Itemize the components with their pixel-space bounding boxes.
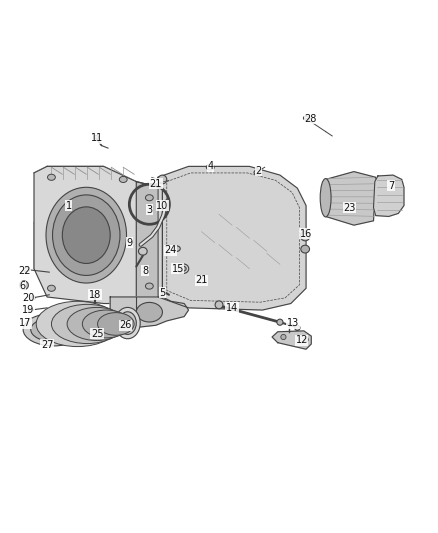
Polygon shape [325,172,376,225]
Ellipse shape [199,278,206,283]
Ellipse shape [98,313,134,335]
Ellipse shape [67,308,126,341]
Text: 25: 25 [91,329,103,339]
Ellipse shape [115,308,140,339]
Text: 4: 4 [207,161,213,172]
Ellipse shape [301,245,310,253]
Ellipse shape [119,176,127,182]
Ellipse shape [158,175,167,184]
Text: 5: 5 [159,288,166,297]
Ellipse shape [23,313,84,346]
Text: 6: 6 [19,281,25,291]
Text: 13: 13 [287,318,299,328]
Text: 21: 21 [150,179,162,189]
Ellipse shape [178,264,189,273]
Text: 12: 12 [296,335,308,345]
Text: 18: 18 [89,290,101,300]
Text: 15: 15 [171,264,184,273]
Polygon shape [34,173,136,269]
Ellipse shape [82,310,130,338]
Ellipse shape [180,266,186,271]
Text: 7: 7 [388,181,394,191]
Ellipse shape [145,283,153,289]
Ellipse shape [300,231,310,241]
Ellipse shape [46,187,127,283]
Ellipse shape [94,135,99,139]
Text: 28: 28 [304,114,317,124]
Text: 21: 21 [195,276,208,286]
Ellipse shape [138,247,147,255]
Text: 9: 9 [127,238,133,247]
Ellipse shape [145,195,153,201]
Ellipse shape [51,304,123,344]
Text: 23: 23 [343,203,356,213]
Ellipse shape [304,337,308,342]
Text: 24: 24 [164,245,177,255]
Text: 8: 8 [142,266,148,276]
Ellipse shape [24,268,30,272]
Polygon shape [136,182,162,303]
Polygon shape [158,166,306,310]
Text: 22: 22 [18,266,31,276]
Ellipse shape [320,179,331,217]
Ellipse shape [254,170,261,175]
Polygon shape [374,175,404,216]
Ellipse shape [31,318,77,342]
Ellipse shape [47,285,55,292]
Ellipse shape [119,312,136,334]
Ellipse shape [277,319,283,325]
Polygon shape [34,166,162,303]
Ellipse shape [206,165,214,170]
Text: 1: 1 [66,200,72,211]
Ellipse shape [20,281,28,289]
Ellipse shape [281,334,286,340]
Ellipse shape [29,308,33,312]
Polygon shape [34,166,136,188]
Polygon shape [272,331,311,349]
Ellipse shape [173,246,180,252]
Text: 20: 20 [22,293,35,303]
Text: 3: 3 [146,205,152,215]
Text: 27: 27 [41,340,53,350]
Text: 17: 17 [19,318,32,328]
Polygon shape [110,297,188,327]
Ellipse shape [136,302,162,322]
Ellipse shape [304,116,310,120]
Ellipse shape [215,301,223,309]
Ellipse shape [47,174,55,180]
Ellipse shape [161,289,166,293]
Text: 26: 26 [119,320,131,330]
Text: 11: 11 [91,133,103,143]
Ellipse shape [31,296,35,300]
Text: 10: 10 [156,200,169,211]
Ellipse shape [62,207,110,263]
Text: 19: 19 [22,305,35,315]
Ellipse shape [53,195,120,276]
Ellipse shape [295,325,300,330]
Ellipse shape [36,301,119,346]
Text: 16: 16 [300,229,312,239]
Text: 14: 14 [226,303,238,313]
Text: 2: 2 [255,166,261,176]
